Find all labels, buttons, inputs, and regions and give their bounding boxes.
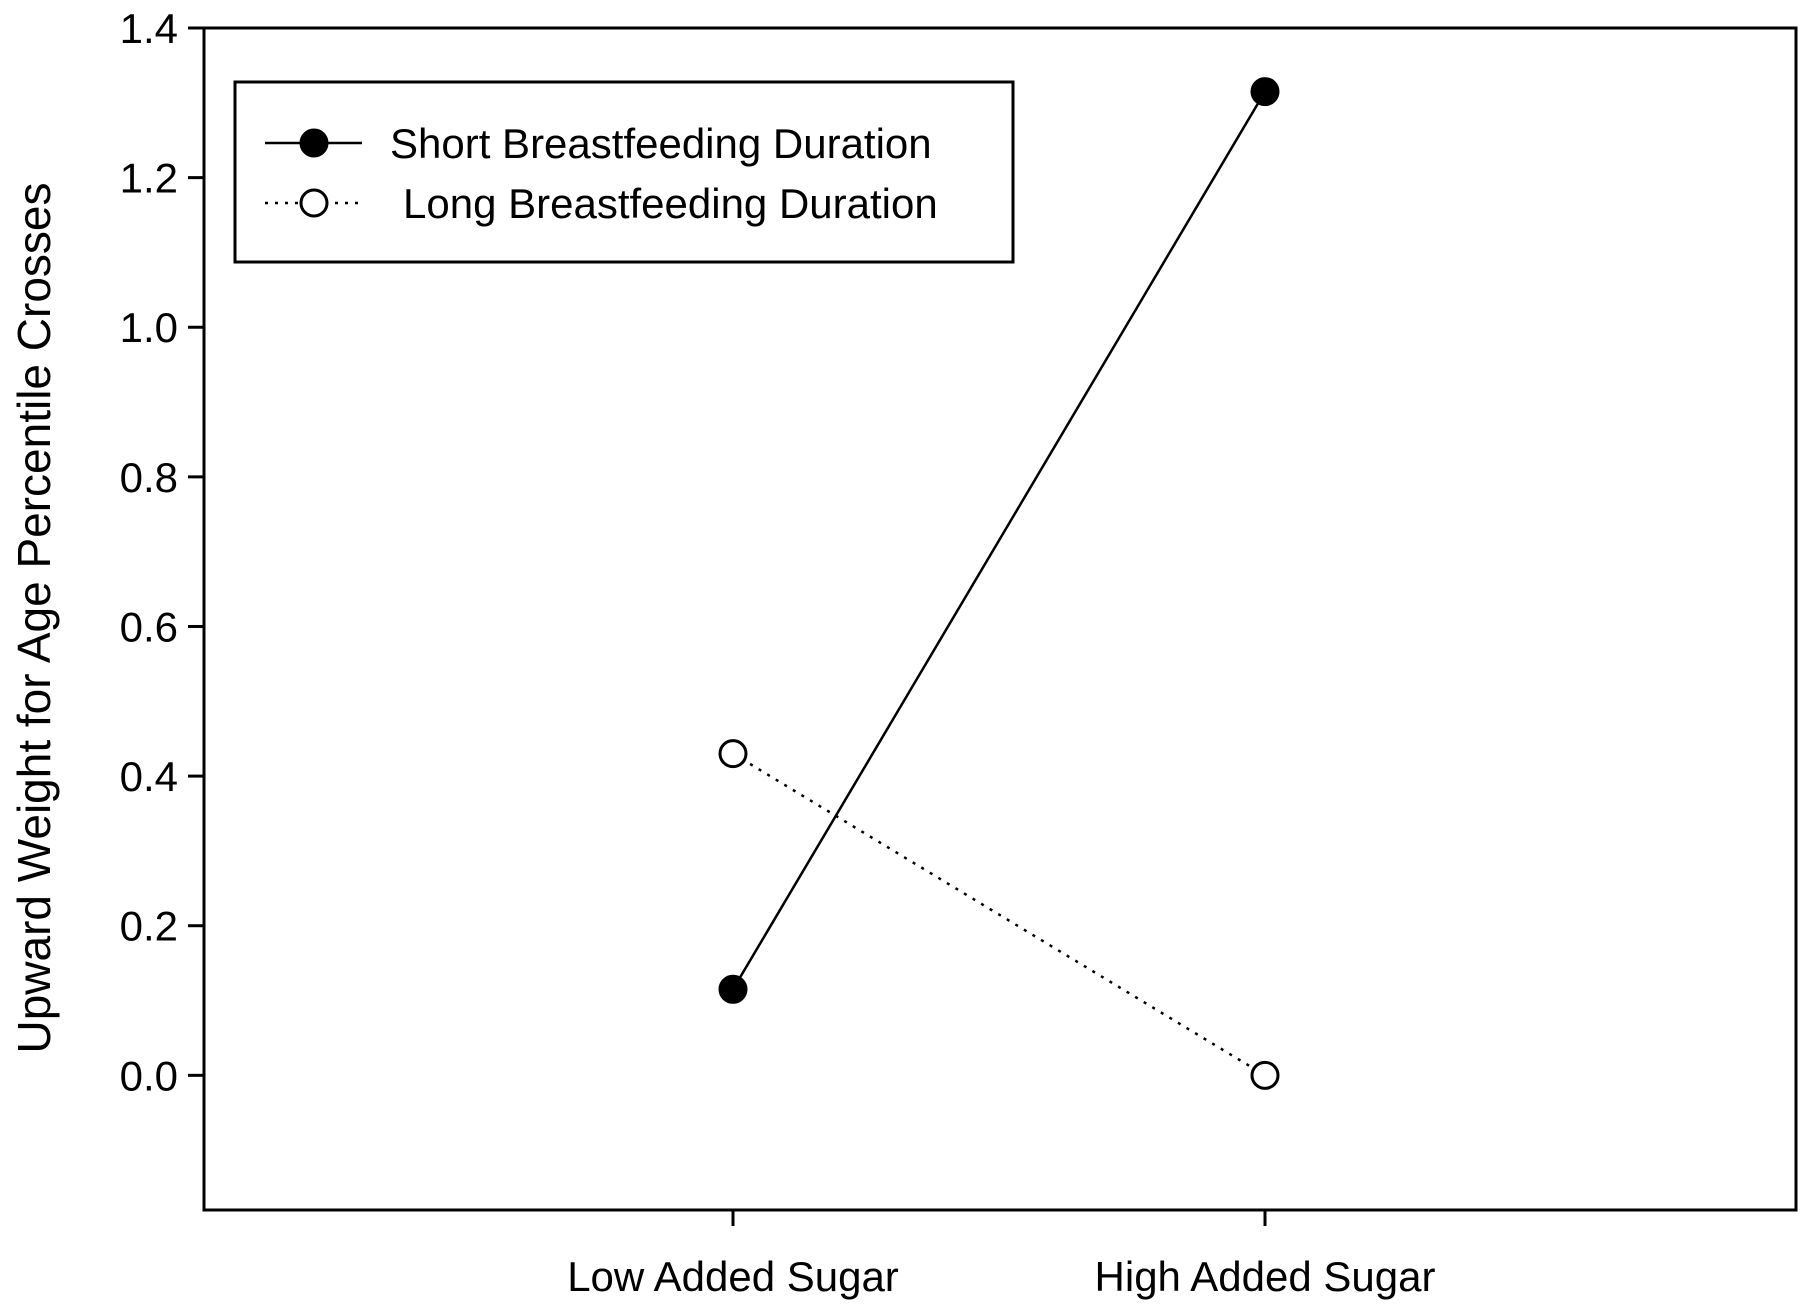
y-tick-label: 0.2 — [120, 903, 178, 950]
y-tick-label: 0.8 — [120, 454, 178, 501]
legend-box — [233, 80, 1015, 264]
y-tick-label: 1.2 — [120, 155, 178, 202]
legend-marker-short-duration — [299, 128, 329, 158]
plot-frame — [202, 26, 1798, 1212]
y-axis-title: Upward Weight for Age Percentile Crosses — [8, 183, 60, 1054]
series-line-short-duration — [731, 90, 1267, 990]
x-tick-label: Low Added Sugar — [567, 1253, 899, 1300]
series-layer — [718, 77, 1280, 1090]
legend: Short Breastfeeding Duration Long Breastf… — [233, 80, 1015, 264]
y-tick-label: 1.4 — [120, 5, 178, 52]
y-tick-label: 0.6 — [120, 603, 178, 650]
data-point-long-duration — [1250, 1060, 1280, 1090]
series-line-long-duration — [732, 752, 1266, 1077]
y-tick-label: 0.0 — [120, 1052, 178, 1099]
data-point-short-duration — [718, 974, 748, 1004]
legend-marker-long-duration — [299, 188, 329, 218]
x-tick-label: High Added Sugar — [1095, 1253, 1436, 1300]
y-tick-label: 1.0 — [120, 304, 178, 351]
legend-label-short-duration: Short Breastfeeding Duration — [390, 120, 932, 167]
y-tick-label: 0.4 — [120, 753, 178, 800]
data-point-short-duration — [1250, 77, 1280, 107]
legend-label-long-duration: Long Breastfeeding Duration — [403, 180, 938, 227]
data-point-long-duration — [718, 739, 748, 769]
x-axis-ticks: Low Added Sugar High Added Sugar — [567, 1210, 1435, 1300]
y-axis-ticks: 0.0 0.2 0.4 0.6 0.8 1.0 1.2 1.4 — [120, 5, 204, 1099]
